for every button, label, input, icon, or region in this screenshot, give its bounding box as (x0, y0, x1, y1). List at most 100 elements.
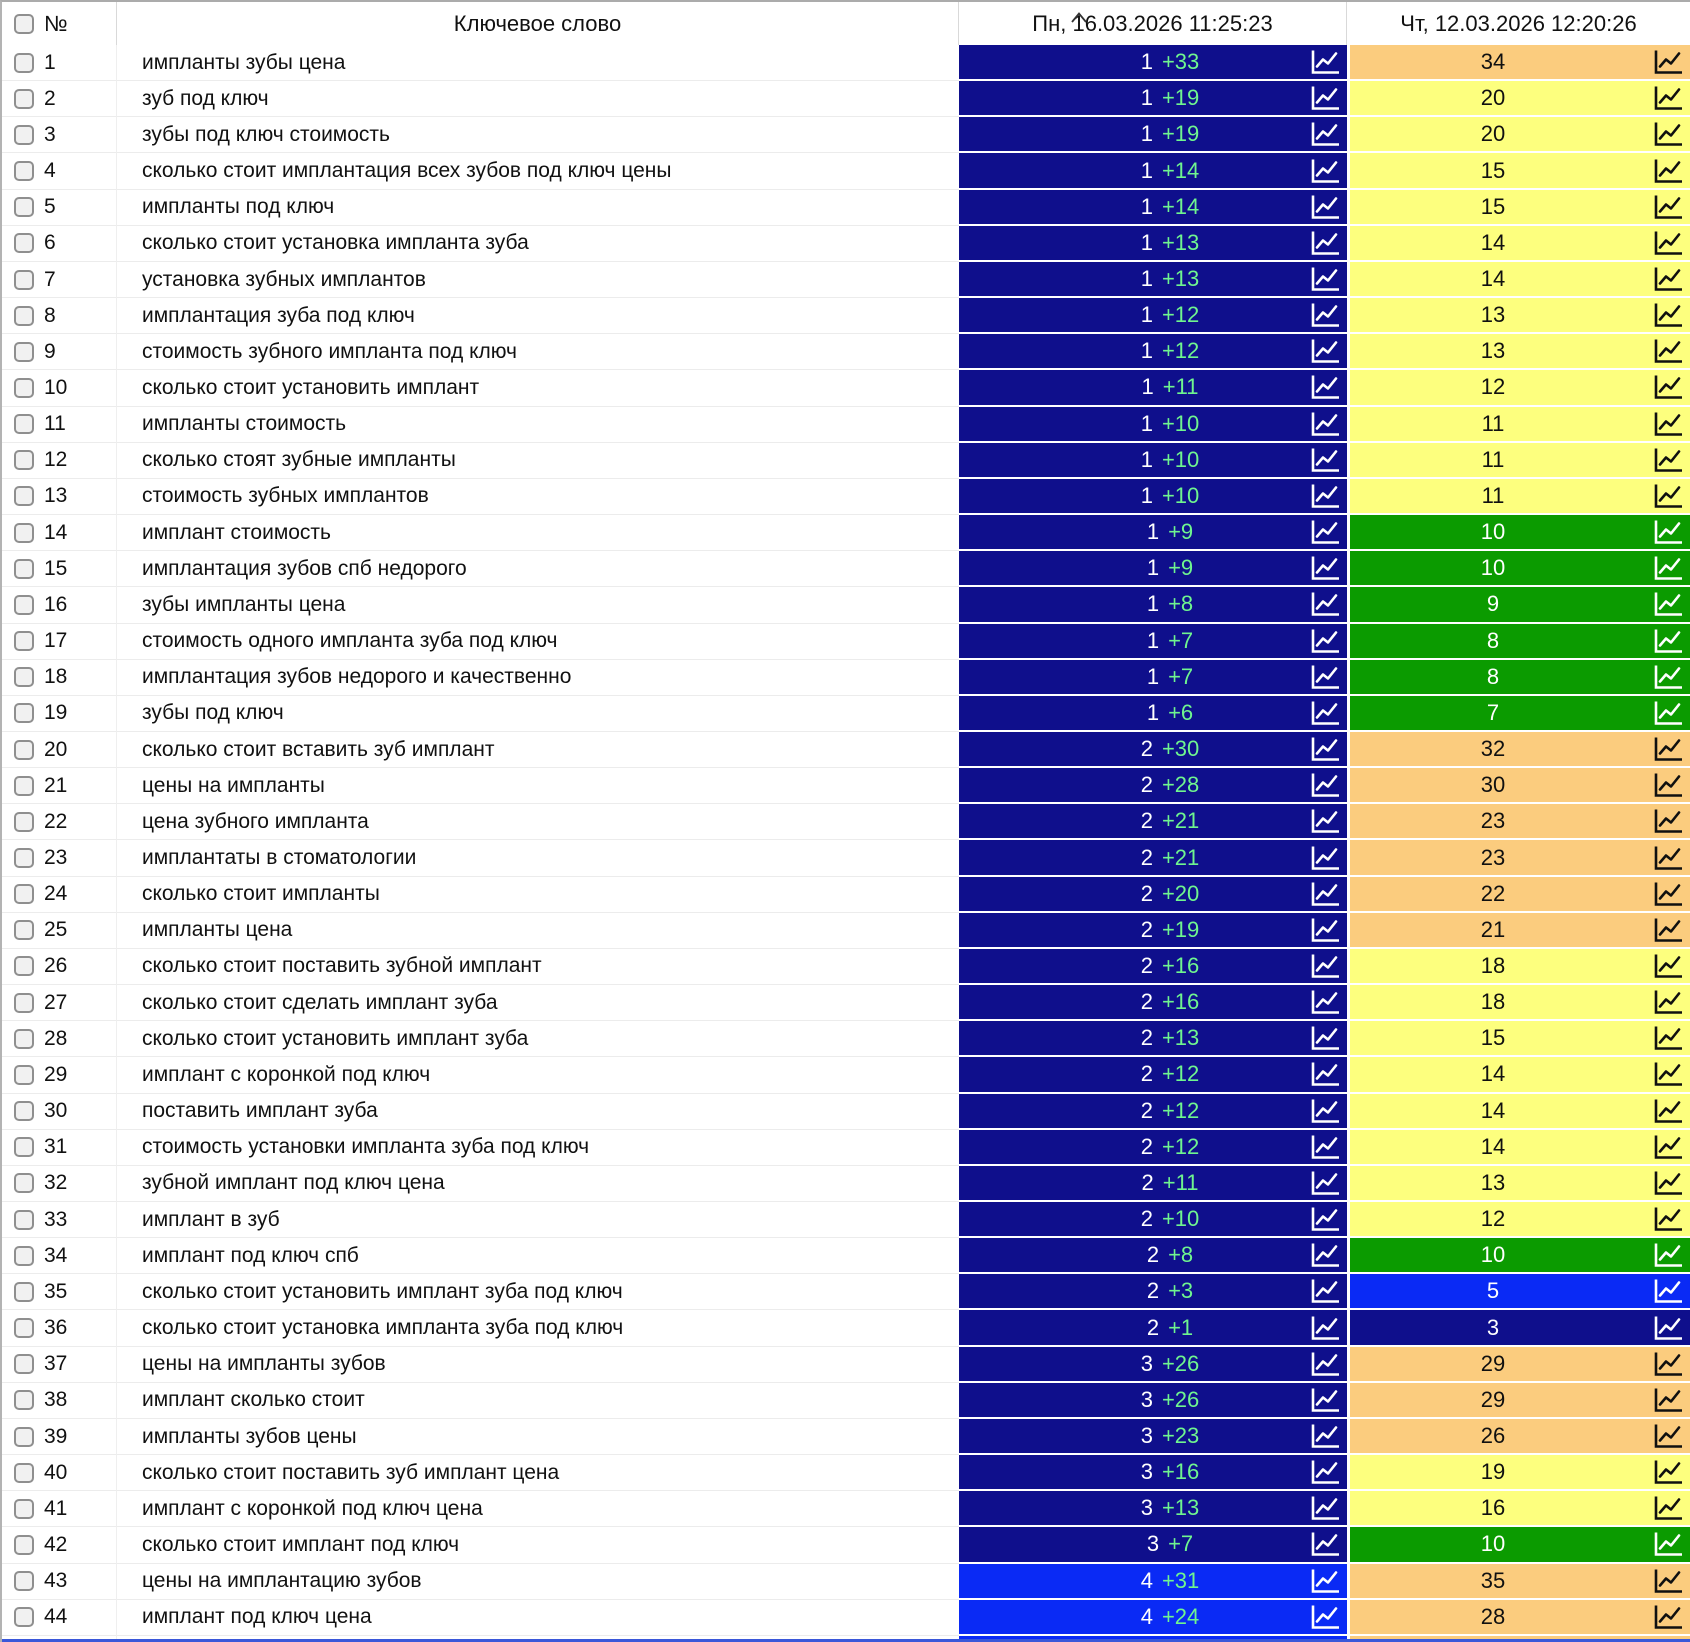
line-chart-icon[interactable] (1308, 1132, 1342, 1161)
line-chart-icon[interactable] (1308, 590, 1342, 619)
line-chart-icon[interactable] (1308, 735, 1342, 764)
row-checkbox[interactable] (14, 1318, 34, 1339)
line-chart-icon[interactable] (1651, 1060, 1685, 1089)
row-checkbox[interactable] (14, 1137, 34, 1158)
line-chart-icon[interactable] (1308, 988, 1342, 1017)
line-chart-icon[interactable] (1651, 698, 1685, 727)
line-chart-icon[interactable] (1651, 1241, 1685, 1270)
line-chart-icon[interactable] (1651, 554, 1685, 583)
line-chart-icon[interactable] (1651, 1349, 1685, 1378)
row-checkbox[interactable] (14, 848, 34, 869)
line-chart-icon[interactable] (1308, 1241, 1342, 1270)
line-chart-icon[interactable] (1308, 445, 1342, 474)
line-chart-icon[interactable] (1308, 337, 1342, 366)
row-checkbox[interactable] (14, 341, 34, 362)
row-checkbox[interactable] (14, 1245, 34, 1266)
line-chart-icon[interactable] (1308, 915, 1342, 944)
line-chart-icon[interactable] (1651, 192, 1685, 221)
line-chart-icon[interactable] (1651, 1494, 1685, 1523)
line-chart-icon[interactable] (1308, 1602, 1342, 1631)
line-chart-icon[interactable] (1651, 1024, 1685, 1053)
line-chart-icon[interactable] (1308, 1024, 1342, 1053)
row-checkbox[interactable] (14, 1462, 34, 1483)
line-chart-icon[interactable] (1308, 1349, 1342, 1378)
line-chart-icon[interactable] (1651, 843, 1685, 872)
row-checkbox[interactable] (14, 305, 34, 326)
line-chart-icon[interactable] (1651, 48, 1685, 77)
row-checkbox[interactable] (14, 594, 34, 615)
line-chart-icon[interactable] (1308, 662, 1342, 691)
line-chart-icon[interactable] (1308, 626, 1342, 655)
row-checkbox[interactable] (14, 52, 34, 73)
line-chart-icon[interactable] (1651, 771, 1685, 800)
line-chart-icon[interactable] (1651, 156, 1685, 185)
line-chart-icon[interactable] (1308, 1205, 1342, 1234)
row-checkbox[interactable] (14, 450, 34, 471)
line-chart-icon[interactable] (1651, 1096, 1685, 1125)
header-date-column-2[interactable]: Чт, 12.03.2026 12:20:26 (1347, 2, 1690, 45)
row-checkbox[interactable] (14, 631, 34, 652)
line-chart-icon[interactable] (1308, 1422, 1342, 1451)
line-chart-icon[interactable] (1651, 915, 1685, 944)
line-chart-icon[interactable] (1308, 807, 1342, 836)
line-chart-icon[interactable] (1308, 843, 1342, 872)
row-checkbox[interactable] (14, 1571, 34, 1592)
line-chart-icon[interactable] (1308, 228, 1342, 257)
line-chart-icon[interactable] (1651, 1385, 1685, 1414)
row-checkbox[interactable] (14, 992, 34, 1013)
line-chart-icon[interactable] (1308, 1530, 1342, 1559)
line-chart-icon[interactable] (1651, 662, 1685, 691)
line-chart-icon[interactable] (1651, 1313, 1685, 1342)
row-checkbox[interactable] (14, 1390, 34, 1411)
line-chart-icon[interactable] (1651, 988, 1685, 1017)
row-checkbox[interactable] (14, 1281, 34, 1302)
line-chart-icon[interactable] (1308, 120, 1342, 149)
line-chart-icon[interactable] (1308, 1385, 1342, 1414)
line-chart-icon[interactable] (1308, 156, 1342, 185)
row-checkbox[interactable] (14, 1498, 34, 1519)
row-checkbox[interactable] (14, 124, 34, 145)
line-chart-icon[interactable] (1651, 481, 1685, 510)
row-checkbox[interactable] (14, 1209, 34, 1230)
row-checkbox[interactable] (14, 1534, 34, 1555)
line-chart-icon[interactable] (1651, 1205, 1685, 1234)
row-checkbox[interactable] (14, 1426, 34, 1447)
line-chart-icon[interactable] (1308, 409, 1342, 438)
row-checkbox[interactable] (14, 920, 34, 941)
row-checkbox[interactable] (14, 1354, 34, 1375)
line-chart-icon[interactable] (1308, 1277, 1342, 1306)
row-checkbox[interactable] (14, 811, 34, 832)
line-chart-icon[interactable] (1651, 1566, 1685, 1595)
line-chart-icon[interactable] (1308, 951, 1342, 980)
line-chart-icon[interactable] (1308, 265, 1342, 294)
row-checkbox[interactable] (14, 956, 34, 977)
row-checkbox[interactable] (14, 558, 34, 579)
line-chart-icon[interactable] (1308, 301, 1342, 330)
row-checkbox[interactable] (14, 1028, 34, 1049)
line-chart-icon[interactable] (1651, 337, 1685, 366)
line-chart-icon[interactable] (1308, 1494, 1342, 1523)
line-chart-icon[interactable] (1651, 807, 1685, 836)
line-chart-icon[interactable] (1308, 698, 1342, 727)
line-chart-icon[interactable] (1308, 84, 1342, 113)
line-chart-icon[interactable] (1308, 1313, 1342, 1342)
header-date-column-1[interactable]: Пн, 16.03.2026 11:25:23 (959, 2, 1347, 45)
line-chart-icon[interactable] (1308, 771, 1342, 800)
line-chart-icon[interactable] (1308, 373, 1342, 402)
line-chart-icon[interactable] (1651, 518, 1685, 547)
row-checkbox[interactable] (14, 414, 34, 435)
line-chart-icon[interactable] (1651, 120, 1685, 149)
row-checkbox[interactable] (14, 233, 34, 254)
line-chart-icon[interactable] (1308, 1168, 1342, 1197)
line-chart-icon[interactable] (1308, 1566, 1342, 1595)
row-checkbox[interactable] (14, 377, 34, 398)
row-checkbox[interactable] (14, 1173, 34, 1194)
line-chart-icon[interactable] (1651, 409, 1685, 438)
row-checkbox[interactable] (14, 486, 34, 507)
line-chart-icon[interactable] (1308, 481, 1342, 510)
row-checkbox[interactable] (14, 161, 34, 182)
line-chart-icon[interactable] (1651, 373, 1685, 402)
line-chart-icon[interactable] (1651, 265, 1685, 294)
row-checkbox[interactable] (14, 88, 34, 109)
row-checkbox[interactable] (14, 522, 34, 543)
